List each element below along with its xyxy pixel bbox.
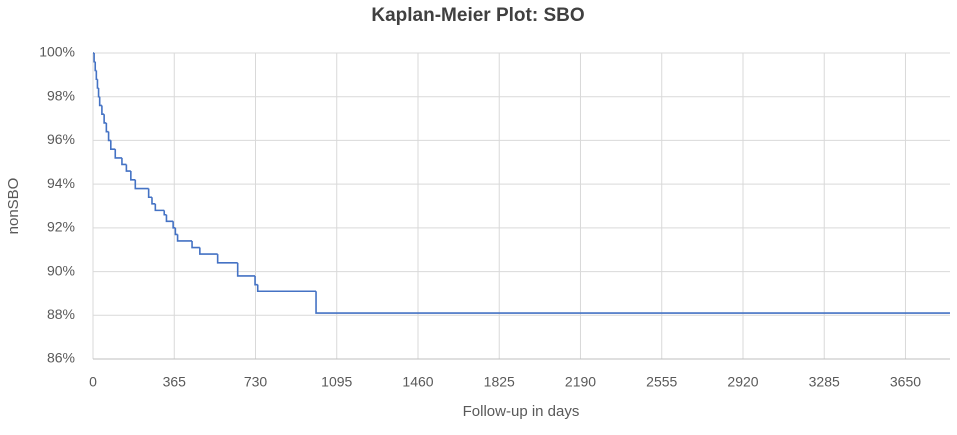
step-segment [154,203,165,212]
step-segment [216,254,238,264]
step-segment [134,179,149,190]
step-segment [254,275,258,286]
step-segment [98,96,102,107]
x-tick-label: 2190 [565,374,596,390]
step-segment [236,262,256,277]
step-segment [101,105,105,115]
chart-title: Kaplan-Meier Plot: SBO [371,5,584,26]
step-segment [176,234,193,242]
step-segment [97,87,100,98]
step-segment [93,53,96,63]
step-segment [147,188,152,199]
x-axis-label: Follow-up in days [463,403,580,420]
step-segment [199,247,218,255]
step-segment [96,79,99,89]
y-axis-label: nonSBO [5,178,22,235]
step-segment [315,291,950,314]
x-tick-label: 3285 [809,374,840,390]
step-segment [165,214,174,223]
x-tick-label: 3650 [890,374,921,390]
y-tick-label: 88% [47,306,75,322]
step-segment [174,227,178,236]
step-segment [256,284,317,293]
x-tick-label: 365 [163,374,187,390]
step-segment [191,240,200,249]
step-segment [94,61,97,72]
step-segment [163,210,167,216]
step-segment [107,131,111,142]
x-tick-label: 0 [89,374,97,390]
step-segment [114,149,122,159]
y-tick-label: 86% [47,350,75,366]
y-tick-label: 90% [47,262,75,278]
step-segment [125,164,131,172]
x-tick-label: 2555 [646,374,677,390]
step-segment [105,122,109,133]
y-tick-label: 98% [47,87,75,103]
step-segment [130,171,136,181]
x-tick-label: 1095 [321,374,352,390]
y-tick-label: 96% [47,131,75,147]
step-segment [95,70,98,81]
step-segment [151,197,156,205]
y-tick-label: 100% [39,44,75,60]
step-segment [172,221,176,229]
x-tick-label: 2920 [727,374,758,390]
step-segment [110,140,116,150]
step-segment [103,114,107,124]
y-tick-label: 92% [47,219,75,235]
step-segment [121,157,127,166]
x-tick-label: 1460 [402,374,433,390]
x-tick-label: 730 [244,374,268,390]
y-tick-label: 94% [47,175,75,191]
x-tick-label: 1825 [484,374,515,390]
